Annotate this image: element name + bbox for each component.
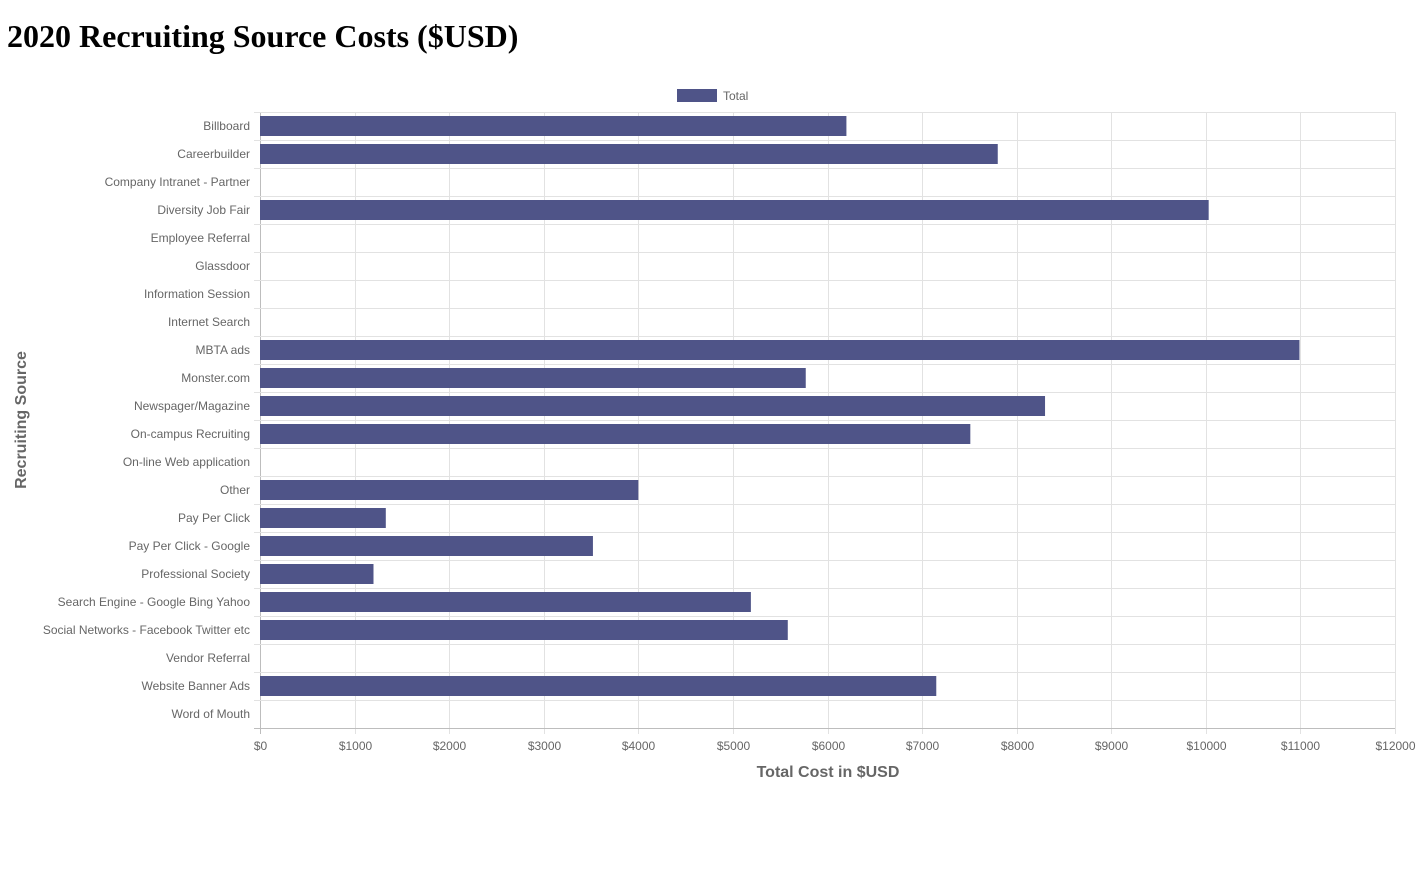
bar[interactable]	[260, 536, 593, 556]
x-tick-label: $5000	[717, 739, 751, 753]
y-tick-label: MBTA ads	[196, 343, 250, 357]
y-tick-label: On-line Web application	[123, 455, 250, 469]
y-tick-label: Social Networks - Facebook Twitter etc	[43, 623, 250, 637]
y-tick-label: Diversity Job Fair	[157, 203, 250, 217]
x-tick-label: $11000	[1281, 739, 1320, 753]
x-tick-label: $4000	[622, 739, 656, 753]
x-tick-label: $2000	[433, 739, 467, 753]
bar[interactable]	[260, 592, 751, 612]
y-tick-label: Monster.com	[181, 371, 250, 385]
y-tick-label: Information Session	[144, 287, 250, 301]
y-tick-label: Glassdoor	[195, 259, 250, 273]
legend-swatch	[677, 89, 717, 102]
y-tick-label: Billboard	[203, 119, 250, 133]
y-tick-label: Other	[220, 483, 250, 497]
bar[interactable]	[260, 340, 1300, 360]
x-tick-label: $3000	[528, 739, 562, 753]
y-tick-label: Website Banner Ads	[141, 679, 250, 693]
x-tick-label: $12000	[1375, 739, 1415, 753]
x-tick-labels: $0 $1000 $2000 $3000 $4000 $5000 $6000 $7000 $80…	[254, 739, 1416, 753]
y-tick-label: Pay Per Click - Google	[129, 539, 251, 553]
y-tick-labels: Billboard Careerbuilder Company Intranet -…	[43, 119, 251, 721]
bar[interactable]	[260, 396, 1046, 416]
x-tick-label: $0	[254, 739, 268, 753]
legend-label-total: Total	[723, 89, 748, 103]
y-tick-label: On-campus Recruiting	[131, 427, 250, 441]
bar[interactable]	[260, 116, 847, 136]
bar[interactable]	[260, 368, 806, 388]
bars	[260, 116, 1300, 696]
y-tick-label: Pay Per Click	[178, 511, 251, 525]
bar[interactable]	[260, 200, 1209, 220]
y-tick-label: Employee Referral	[151, 231, 250, 245]
x-tick-label: $9000	[1095, 739, 1129, 753]
y-tick-label: Professional Society	[141, 567, 250, 581]
x-axis-title: Total Cost in $USD	[757, 764, 900, 781]
x-tick-label: $7000	[906, 739, 940, 753]
bar[interactable]	[260, 508, 386, 528]
bar[interactable]	[260, 144, 998, 164]
x-tick-label: $8000	[1001, 739, 1035, 753]
legend[interactable]: Total	[677, 89, 748, 103]
y-tick-label: Internet Search	[168, 315, 250, 329]
x-tick-label: $1000	[339, 739, 373, 753]
y-tick-label: Company Intranet - Partner	[105, 175, 250, 189]
y-axis-title: Recruiting Source	[13, 351, 30, 489]
bar[interactable]	[260, 480, 639, 500]
page-title: 2020 Recruiting Source Costs ($USD)	[7, 18, 519, 54]
y-tick-label: Vendor Referral	[166, 651, 250, 665]
y-tick-label: Careerbuilder	[177, 147, 250, 161]
bar[interactable]	[260, 620, 788, 640]
y-tick-label: Search Engine - Google Bing Yahoo	[58, 595, 251, 609]
x-tick-label: $10000	[1186, 739, 1226, 753]
bar[interactable]	[260, 676, 937, 696]
x-tick-label: $6000	[812, 739, 846, 753]
y-tick-label: Newspager/Magazine	[134, 399, 250, 413]
bar[interactable]	[260, 424, 971, 444]
bar[interactable]	[260, 564, 374, 584]
y-tick-label: Word of Mouth	[172, 707, 250, 721]
